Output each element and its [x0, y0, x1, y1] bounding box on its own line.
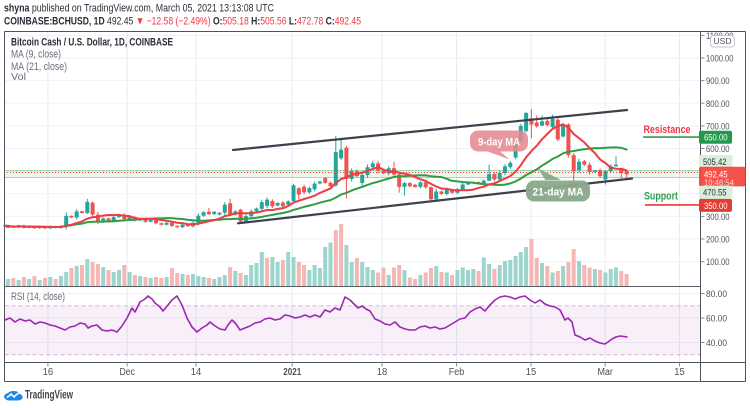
svg-text:TradingView: TradingView — [25, 390, 73, 402]
svg-text:300.00: 300.00 — [706, 212, 730, 223]
svg-text:Mar: Mar — [597, 367, 613, 378]
svg-text:600.00: 600.00 — [706, 144, 730, 155]
svg-text:10:46:54: 10:46:54 — [704, 177, 734, 187]
svg-text:1000.00: 1000.00 — [706, 54, 734, 65]
svg-text:470.55: 470.55 — [703, 188, 727, 199]
svg-text:Feb: Feb — [449, 367, 465, 378]
svg-text:MA (21, close): MA (21, close) — [11, 61, 67, 73]
svg-text:492.45: 492.45 — [704, 169, 728, 180]
svg-text:40.00: 40.00 — [706, 338, 727, 349]
svg-text:80.00: 80.00 — [706, 289, 727, 300]
svg-text:16: 16 — [43, 367, 54, 378]
svg-text:505.42: 505.42 — [703, 157, 727, 168]
svg-text:Support: Support — [644, 191, 678, 203]
svg-text:Bitcoin Cash / U.S. Dollar, 1D: Bitcoin Cash / U.S. Dollar, 1D, COINBASE — [11, 37, 173, 49]
svg-text:MA (9, close): MA (9, close) — [11, 49, 61, 61]
svg-text:shyna published on TradingView: shyna published on TradingView.com, Marc… — [4, 3, 274, 15]
svg-text:USD: USD — [714, 36, 732, 46]
svg-text:9-day MA: 9-day MA — [478, 137, 520, 149]
svg-text:700.00: 700.00 — [706, 121, 730, 132]
svg-text:RSI (14, close): RSI (14, close) — [11, 291, 65, 303]
svg-text:650.00: 650.00 — [704, 133, 728, 144]
svg-text:900.00: 900.00 — [706, 76, 730, 87]
svg-text:100.00: 100.00 — [706, 257, 730, 268]
svg-text:14: 14 — [191, 367, 202, 378]
svg-text:21-day MA: 21-day MA — [533, 187, 584, 199]
svg-text:2021: 2021 — [283, 367, 301, 378]
svg-text:60.00: 60.00 — [706, 314, 727, 325]
svg-text:15: 15 — [526, 367, 537, 378]
svg-text:350.00: 350.00 — [704, 201, 728, 212]
svg-text:Dec: Dec — [119, 367, 135, 378]
svg-text:18: 18 — [377, 367, 388, 378]
svg-text:800.00: 800.00 — [706, 99, 730, 110]
svg-text:COINBASE:BCHUSD, 1D 492.45 ▼ −: COINBASE:BCHUSD, 1D 492.45 ▼ −12.58 (−2.… — [4, 16, 361, 28]
svg-text:Vol: Vol — [11, 71, 26, 83]
svg-text:15: 15 — [674, 367, 685, 378]
svg-text:Resistance: Resistance — [644, 124, 691, 136]
svg-text:200.00: 200.00 — [706, 235, 730, 246]
